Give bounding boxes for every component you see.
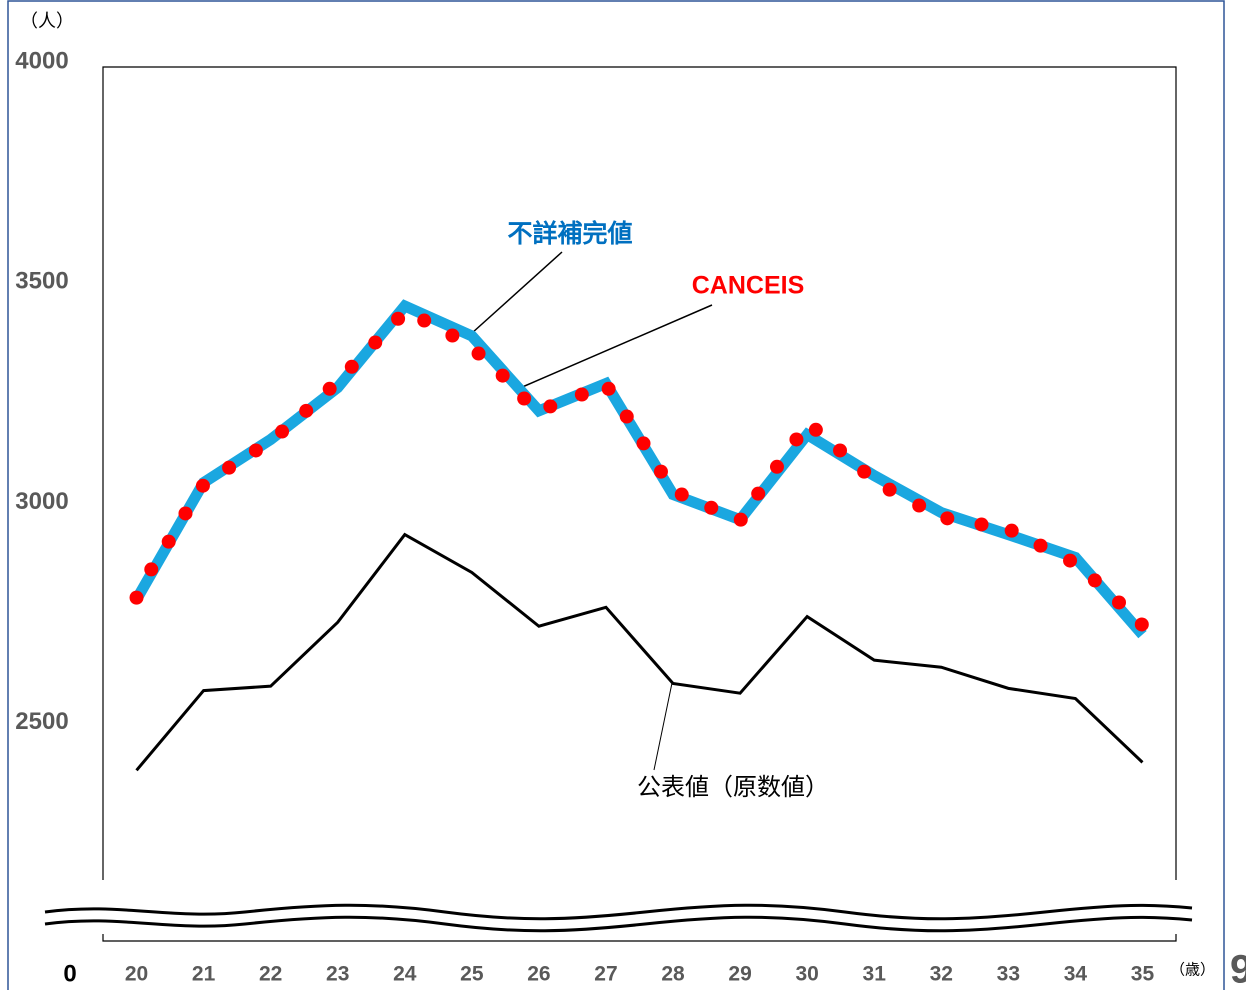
data-point	[445, 328, 460, 343]
x-tick-label: 35	[1131, 963, 1155, 986]
leader-line	[519, 304, 713, 389]
data-point	[769, 459, 784, 474]
y-tick-label: 4000	[15, 47, 68, 74]
data-point	[144, 562, 159, 577]
y-unit: （人）	[20, 11, 74, 32]
y-tick-label: 0	[63, 960, 76, 987]
data-point	[636, 436, 651, 451]
data-point	[1111, 595, 1126, 610]
data-point	[1033, 538, 1048, 553]
data-point	[574, 387, 589, 402]
data-point	[299, 403, 314, 418]
data-point	[195, 478, 210, 493]
data-point	[543, 399, 558, 414]
data-point	[619, 409, 634, 424]
data-point	[857, 464, 872, 479]
plot-frame	[102, 66, 1177, 880]
data-point	[517, 391, 532, 406]
data-point	[471, 346, 486, 361]
x-tick-label: 29	[728, 963, 751, 986]
data-point	[833, 443, 848, 458]
x-tick-label: 33	[997, 963, 1020, 986]
data-point	[178, 506, 193, 521]
data-point	[653, 464, 668, 479]
series-label: 不詳補完値	[507, 219, 632, 248]
axis-break	[44, 915, 1193, 933]
x-tick-label: 26	[527, 963, 550, 986]
data-point	[882, 482, 897, 497]
x-tick-label: 30	[795, 963, 818, 986]
data-point	[912, 498, 927, 513]
data-point	[222, 460, 237, 475]
x-tick-label: 22	[259, 963, 282, 986]
x-axis	[102, 934, 1177, 942]
x-unit: （歳）	[1170, 961, 1215, 979]
data-point	[1004, 523, 1019, 538]
series-label: CANCEIS	[692, 272, 805, 300]
x-tick-label: 20	[125, 963, 148, 986]
data-point	[129, 590, 144, 605]
series-line	[131, 299, 1147, 639]
x-tick-label: 34	[1064, 963, 1088, 986]
data-point	[417, 313, 432, 328]
x-tick-label: 28	[661, 963, 685, 986]
page-number: 9	[1230, 948, 1246, 990]
x-tick-label: 24	[393, 963, 417, 986]
data-point	[368, 335, 383, 350]
data-point	[704, 500, 719, 515]
data-point	[495, 368, 510, 383]
data-point	[751, 486, 766, 501]
data-point	[322, 381, 337, 396]
leader-line	[653, 682, 673, 771]
series-label: 公表値（原数値）	[637, 773, 829, 801]
leader-line	[471, 251, 563, 334]
axis-break	[44, 903, 1193, 921]
data-point	[1134, 617, 1149, 632]
y-tick-label: 2500	[15, 708, 68, 735]
data-point	[974, 517, 989, 532]
data-point	[940, 511, 955, 526]
y-tick-label: 3500	[15, 268, 68, 295]
data-point	[674, 487, 689, 502]
x-tick-label: 23	[326, 963, 349, 986]
y-tick-label: 3000	[15, 488, 68, 515]
data-point	[275, 424, 290, 439]
data-point	[344, 359, 359, 374]
page-frame	[7, 0, 1225, 990]
x-tick-label: 27	[594, 963, 617, 986]
data-point	[248, 443, 263, 458]
x-tick-label: 21	[192, 963, 216, 986]
x-tick-label: 32	[930, 963, 953, 986]
x-tick-label: 25	[460, 963, 484, 986]
data-point	[1087, 573, 1102, 588]
data-point	[1063, 553, 1078, 568]
data-point	[808, 422, 823, 437]
data-point	[161, 534, 176, 549]
data-point	[601, 381, 616, 396]
series-line	[135, 532, 1144, 772]
data-point	[733, 512, 748, 527]
data-point	[391, 311, 406, 326]
x-tick-label: 31	[863, 963, 887, 986]
data-point	[789, 432, 804, 447]
